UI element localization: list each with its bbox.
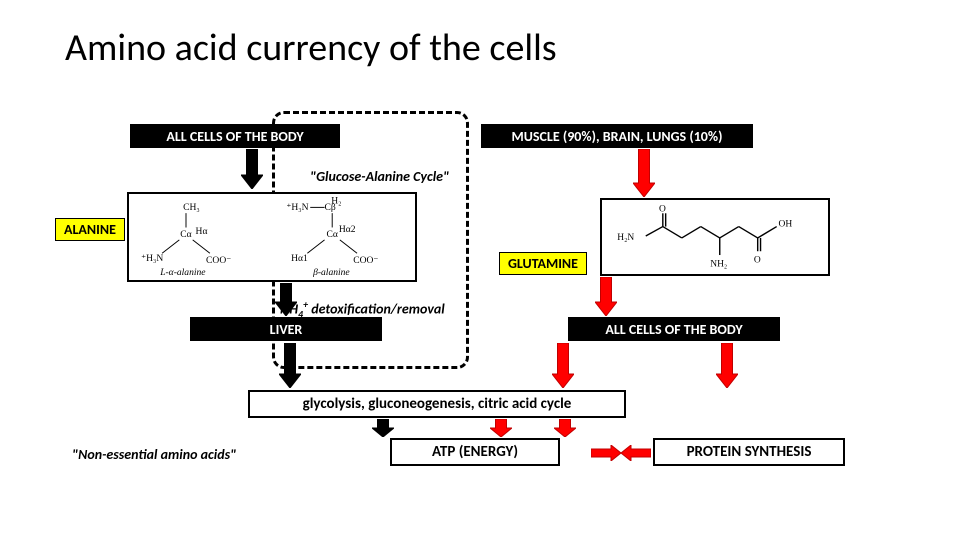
atp-box: ATP (ENERGY) [390,438,560,466]
down-arrow-icon [595,277,617,316]
svg-text:H₂N: H₂N [617,233,634,243]
svg-text:CH₃: CH₃ [183,202,200,213]
protein-synthesis-box: PROTEIN SYNTHESIS [653,438,845,466]
down-arrow-icon [275,283,297,316]
svg-text:L-α-alanine: L-α-alanine [159,267,206,278]
svg-text:β-alanine: β-alanine [312,267,350,278]
down-arrow-icon [633,149,655,197]
glutamine-structure-box: H₂N O NH₂ O OH [600,198,830,276]
down-arrow-icon [490,419,512,437]
liver-box: LIVER [190,317,382,341]
svg-text:NH₂: NH₂ [710,259,727,269]
down-arrow-icon [716,343,738,388]
svg-text:⁺H₃N: ⁺H₃N [141,253,163,264]
down-arrow-icon [554,419,576,437]
muscle-brain-lungs-box: MUSCLE (90%), BRAIN, LUNGS (10%) [481,124,753,148]
svg-text:COO⁻: COO⁻ [353,255,378,266]
non-essential-caption: "Non-essential amino acids" [72,446,236,463]
svg-text:Cα: Cα [180,229,191,240]
svg-text:H₂: H₂ [331,196,341,207]
svg-text:Hα: Hα [196,226,208,237]
all-cells-box-2: ALL CELLS OF THE BODY [568,317,780,341]
down-arrow-icon [241,149,263,189]
down-arrow-icon [279,343,301,388]
svg-text:⁺H₃N: ⁺H₃N [286,202,308,213]
bidirectional-arrow-icon [591,445,651,461]
pathways-box: glycolysis, gluconeogenesis, citric acid… [248,390,626,418]
glutamine-label: GLUTAMINE [499,252,587,275]
alanine-structure-box: CH₃ Cα Hα ⁺H₃N COO⁻ L-α-alanine ⁺H₃N Cβ … [127,192,417,282]
all-cells-box-1: ALL CELLS OF THE BODY [130,124,340,148]
svg-text:Cα: Cα [326,229,337,240]
svg-text:COO⁻: COO⁻ [206,255,231,266]
svg-text:Hα2: Hα2 [339,224,356,235]
glucose-alanine-cycle-caption: "Glucose-Alanine Cycle" [310,168,449,185]
svg-text:O: O [754,256,761,266]
svg-text:Hα1: Hα1 [291,253,308,264]
down-arrow-icon [372,419,394,437]
svg-text:O: O [659,204,666,214]
page-title: Amino acid currency of the cells [65,25,557,71]
svg-text:OH: OH [779,220,793,230]
down-arrow-icon [552,343,574,388]
alanine-label: ALANINE [55,218,125,241]
